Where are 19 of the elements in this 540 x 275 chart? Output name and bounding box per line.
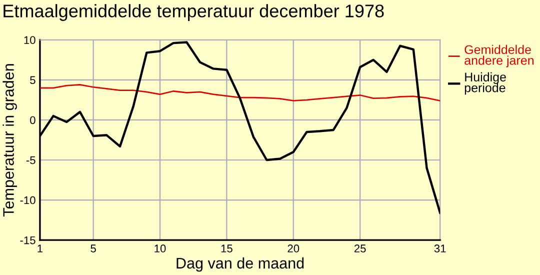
y-tick-label: -10 [20,196,36,204]
x-axis-title: Dag van de maand [176,257,304,272]
y-tick-label: -5 [26,156,36,164]
x-tick-label: 20 [288,244,300,252]
chart-title: Etmaalgemiddelde temperatuur december 1978 [4,4,384,21]
y-tick-label: 10 [24,36,36,44]
legend-label: Huidige periode [464,72,506,95]
x-tick-label: 31 [434,244,446,252]
legend-label: Gemiddelde andere jaren [464,44,534,68]
y-axis-title: Temperatuur in graden [2,64,17,216]
x-tick-label: 15 [221,244,232,252]
x-tick-label: 5 [90,244,96,252]
x-tick-label: 1 [38,244,43,252]
y-tick-label: 0 [30,116,36,124]
x-tick-label: 10 [154,244,166,252]
line-series [40,84,440,102]
x-tick-label: 25 [354,244,366,252]
y-tick-label: 5 [30,76,36,84]
y-tick-label: -15 [20,236,36,244]
